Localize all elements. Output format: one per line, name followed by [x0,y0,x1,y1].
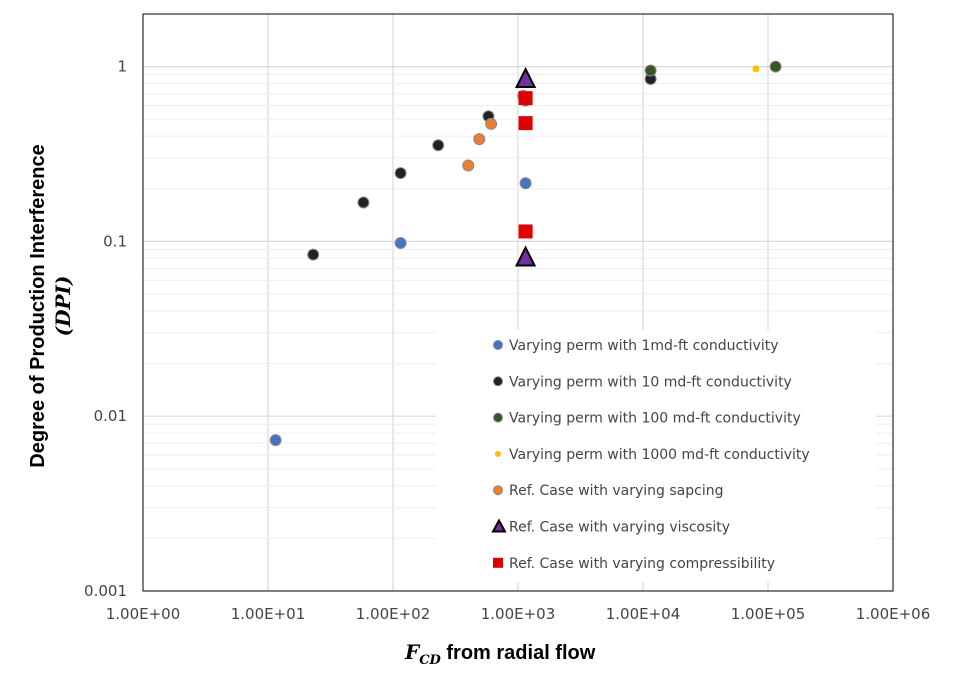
x-axis-title-text: from radial flow [441,642,596,664]
legend-label: Ref. Case with varying viscosity [509,520,730,536]
x-tick-label: 1.00E+00 [106,605,181,623]
legend-marker [493,557,503,568]
legend-label: Ref. Case with varying compressibility [509,556,775,572]
legend-marker [495,450,501,457]
x-tick-label: 1.00E+02 [356,605,431,623]
data-point [473,133,486,146]
legend-label: Varying perm with 100 md-ft conductivity [509,411,801,427]
data-point [394,167,407,180]
x-axis-title-subscript: CD [419,653,441,668]
y-tick-label: 1 [117,58,127,76]
data-points [269,60,782,447]
x-axis-title-symbol: F [404,640,421,664]
data-point [518,224,533,239]
y-tick-label: 0.01 [94,407,127,425]
legend-marker [493,485,503,496]
y-tick-label: 0.001 [84,582,127,600]
legend-marker [493,376,503,387]
x-tick-label: 1.00E+06 [856,605,931,623]
data-point [514,66,537,89]
legend-marker [491,518,507,533]
x-tick-label: 1.00E+05 [731,605,806,623]
y-axis-title-symbol: (DPI) [51,276,75,337]
legend: Varying perm with 1md-ft conductivity Var… [491,338,810,572]
data-point [518,91,533,106]
legend-marker [493,412,503,423]
x-tick-label: 1.00E+03 [481,605,556,623]
y-tick-label: 0.1 [103,232,127,250]
data-point [644,64,657,77]
legend-label: Varying perm with 10 md-ft conductivity [509,374,792,390]
legend-label: Varying perm with 1000 md-ft conductivit… [509,447,810,463]
data-point [394,236,407,249]
x-axis-title: FCD from radial flow [404,640,596,668]
data-point [769,60,782,73]
data-point [307,248,320,261]
data-point [269,434,282,447]
legend-background [436,330,876,582]
legend-label: Ref. Case with varying sapcing [509,483,724,499]
data-point [518,116,533,131]
data-point [519,177,532,190]
plot-area-border [142,13,894,592]
x-tick-label: 1.00E+01 [231,605,306,623]
x-tick-labels: 1.00E+00 1.00E+01 1.00E+02 1.00E+03 1.00E+04… [106,605,931,623]
legend-marker [493,340,503,350]
data-point [432,139,445,152]
data-point [357,196,370,209]
data-point [752,65,760,73]
data-point [514,245,537,267]
data-point [485,117,498,130]
y-axis-title: Degree of Production Interference [27,144,49,467]
legend-label: Varying perm with 1md-ft conductivity [509,338,779,354]
data-point [462,159,475,172]
y-tick-labels: 1 0.1 0.01 0.001 [84,58,127,600]
x-tick-label: 1.00E+04 [606,605,681,623]
